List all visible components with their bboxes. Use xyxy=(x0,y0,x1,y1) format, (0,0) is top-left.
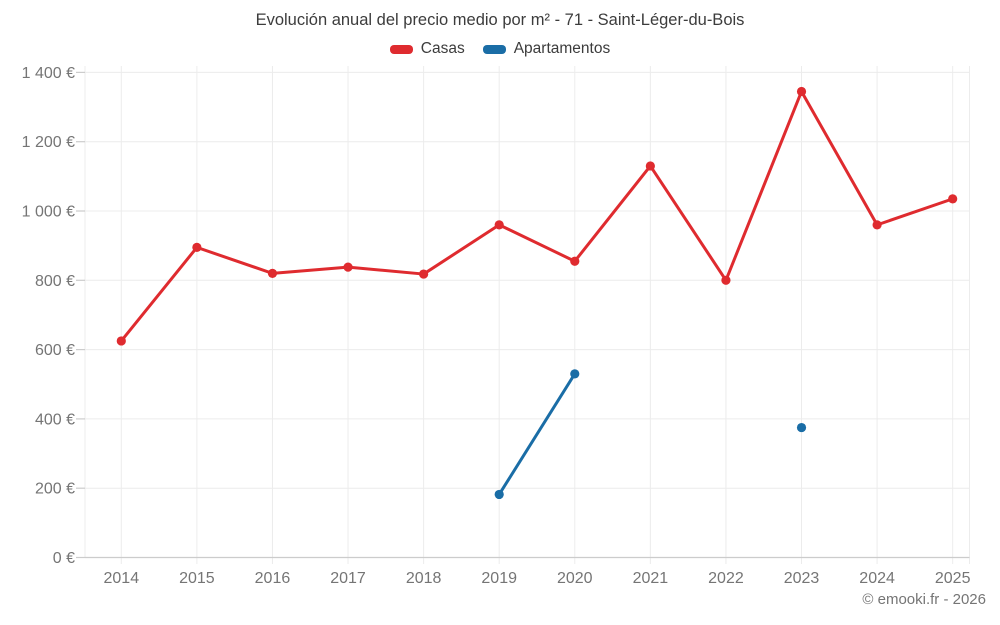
x-axis-label: 2021 xyxy=(633,570,669,587)
data-point-casas-2019[interactable] xyxy=(494,220,504,230)
chart-legend: Casas Apartamentos xyxy=(0,40,1000,58)
y-axis-label: 1 000 € xyxy=(22,204,75,221)
x-axis-label: 2019 xyxy=(481,570,517,587)
casas-legend-swatch-icon xyxy=(389,44,413,54)
legend-item-label: Casas xyxy=(420,40,465,57)
legend-item-label: Apartamentos xyxy=(513,40,611,57)
y-axis-label: 0 € xyxy=(53,550,75,567)
x-axis-label: 2024 xyxy=(859,570,895,587)
x-axis-label: 2023 xyxy=(784,570,820,587)
data-point-casas-2021[interactable] xyxy=(645,161,655,171)
x-axis-label: 2018 xyxy=(406,570,442,587)
y-axis-label: 800 € xyxy=(35,273,75,290)
series-line-casas xyxy=(119,89,955,343)
x-axis-label: 2014 xyxy=(104,570,140,587)
legend-item-casas[interactable]: Casas xyxy=(389,40,465,58)
data-point-casas-2014[interactable] xyxy=(116,336,126,346)
series-line-apartamentos xyxy=(497,372,577,496)
legend-item-apartamentos[interactable]: Apartamentos xyxy=(482,40,611,58)
y-axis-label: 1 400 € xyxy=(22,65,75,82)
x-axis-label: 2016 xyxy=(255,570,291,587)
data-point-casas-2017[interactable] xyxy=(343,262,353,272)
data-point-casas-2020[interactable] xyxy=(570,256,580,266)
y-axis-label: 200 € xyxy=(35,481,75,498)
data-point-casas-2024[interactable] xyxy=(872,220,882,230)
y-axis-label: 1 200 € xyxy=(22,134,75,151)
data-point-apartamentos-2020[interactable] xyxy=(570,369,580,379)
x-axis-label: 2025 xyxy=(935,570,971,587)
data-point-casas-2015[interactable] xyxy=(192,242,202,252)
data-point-apartamentos-2019[interactable] xyxy=(494,489,504,500)
data-point-casas-2025[interactable] xyxy=(948,194,958,204)
data-point-casas-2022[interactable] xyxy=(721,275,731,285)
chart-title: Evolución anual del precio medio por m² … xyxy=(255,11,745,29)
x-axis-label: 2017 xyxy=(330,570,366,587)
apartamentos-legend-swatch-icon xyxy=(482,44,506,54)
y-axis-label: 600 € xyxy=(35,342,75,359)
data-point-casas-2018[interactable] xyxy=(419,269,429,279)
x-axis-label: 2020 xyxy=(557,570,593,587)
data-point-apartamentos-2023[interactable] xyxy=(796,422,807,433)
x-axis-label: 2022 xyxy=(708,570,744,587)
copyright-credit: © emooki.fr - 2026 xyxy=(862,591,986,608)
x-axis-label: 2015 xyxy=(179,570,215,587)
data-point-casas-2016[interactable] xyxy=(267,268,278,278)
y-axis-label: 400 € xyxy=(35,411,75,428)
data-point-casas-2023[interactable] xyxy=(796,86,807,97)
